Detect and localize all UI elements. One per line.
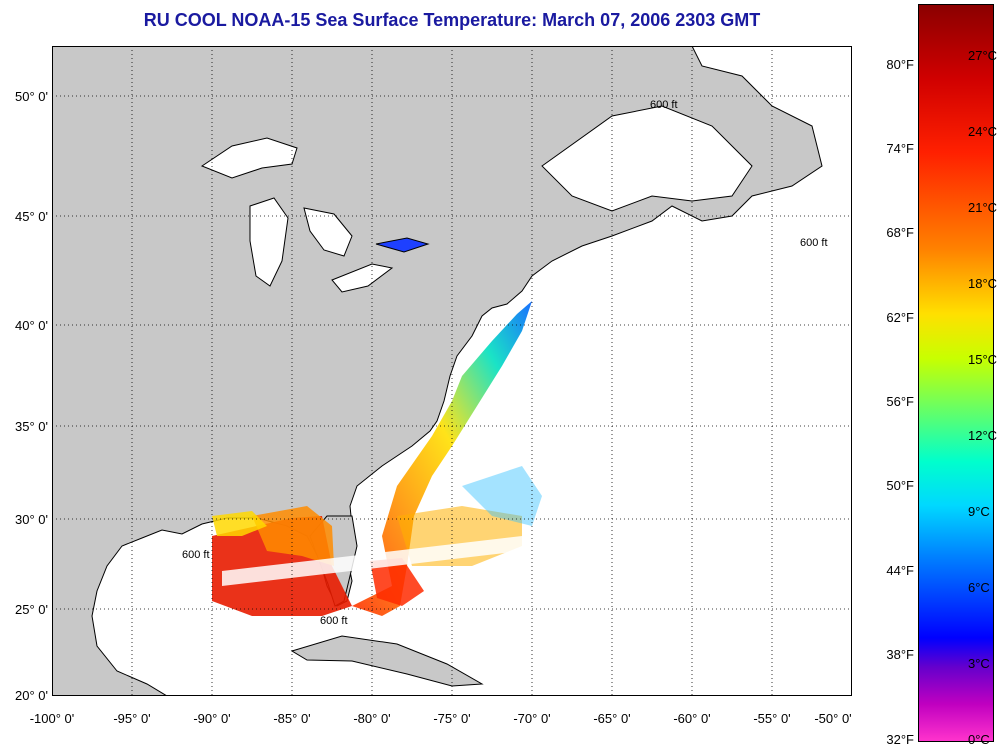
temperature-colorbar bbox=[918, 4, 994, 742]
latitude-label: 35° 0' bbox=[15, 419, 48, 434]
colorbar-celsius-label: 15°C bbox=[968, 352, 998, 367]
longitude-label: -50° 0' bbox=[814, 711, 852, 726]
lake-superior bbox=[200, 137, 298, 179]
colorbar-celsius-label: 9°C bbox=[968, 504, 990, 519]
longitude-label: -85° 0' bbox=[273, 711, 311, 726]
colorbar-fahrenheit-label: 50°F bbox=[886, 478, 914, 493]
colorbar-celsius-label: 0°C bbox=[968, 732, 990, 747]
longitude-label: -65° 0' bbox=[593, 711, 631, 726]
colorbar-celsius-label: 6°C bbox=[968, 580, 990, 595]
colorbar-celsius-label: 24°C bbox=[968, 124, 998, 139]
lake-michigan bbox=[249, 197, 289, 287]
latitude-label: 50° 0' bbox=[15, 89, 48, 104]
longitude-label: -55° 0' bbox=[753, 711, 791, 726]
swath-gap bbox=[222, 536, 522, 586]
colorbar-fahrenheit-label: 62°F bbox=[886, 310, 914, 325]
isobath-label: 600 ft bbox=[182, 549, 210, 561]
latitude-label: 40° 0' bbox=[15, 318, 48, 333]
isobath-label: 600 ft bbox=[800, 237, 828, 249]
longitude-label: -60° 0' bbox=[673, 711, 711, 726]
offshore-sst-cells-2 bbox=[462, 466, 542, 526]
colorbar-fahrenheit-label: 68°F bbox=[886, 225, 914, 240]
graticule bbox=[52, 46, 852, 696]
gulf-sst-orange bbox=[252, 506, 334, 566]
map-canvas: 600 ft 600 ft 600 ft 600 ft bbox=[52, 46, 852, 696]
latitude-label: 25° 0' bbox=[15, 602, 48, 617]
isobath-label: 600 ft bbox=[650, 99, 678, 111]
longitude-label: -80° 0' bbox=[353, 711, 391, 726]
colorbar-fahrenheit-label: 38°F bbox=[886, 647, 914, 662]
florida-straits-sst bbox=[370, 558, 424, 606]
gulf-sst-yellow bbox=[212, 511, 267, 536]
gulf-of-st-lawrence bbox=[541, 105, 753, 212]
gulf-stream-sst bbox=[352, 301, 532, 616]
longitude-label: -75° 0' bbox=[433, 711, 471, 726]
map-title: RU COOL NOAA-15 Sea Surface Temperature:… bbox=[143, 10, 761, 30]
map-border bbox=[52, 46, 852, 696]
colorbar-celsius-label: 21°C bbox=[968, 200, 998, 215]
north-america-land bbox=[52, 46, 823, 696]
colorbar-fahrenheit-label: 80°F bbox=[886, 57, 914, 72]
cuba-land bbox=[290, 635, 484, 687]
colorbar-celsius-label: 18°C bbox=[968, 276, 998, 291]
colorbar-fahrenheit-label: 44°F bbox=[886, 563, 914, 578]
colorbar-fahrenheit-label: 74°F bbox=[886, 141, 914, 156]
colorbar-celsius-label: 3°C bbox=[968, 656, 990, 671]
lake-ontario bbox=[375, 237, 430, 253]
colorbar-celsius-label: 12°C bbox=[968, 428, 998, 443]
lake-erie bbox=[331, 263, 394, 293]
longitude-label: -90° 0' bbox=[193, 711, 231, 726]
longitude-label: -100° 0' bbox=[29, 711, 75, 726]
colorbar-fahrenheit-label: 32°F bbox=[886, 732, 914, 747]
lake-huron bbox=[303, 207, 353, 257]
sst-map: 600 ft 600 ft 600 ft 600 ft bbox=[52, 46, 852, 696]
colorbar-fahrenheit-label: 56°F bbox=[886, 394, 914, 409]
colorbar-celsius-label: 27°C bbox=[968, 48, 998, 63]
latitude-label: 20° 0' bbox=[15, 688, 48, 703]
isobath-label: 600 ft bbox=[320, 615, 348, 627]
latitude-label: 45° 0' bbox=[15, 209, 48, 224]
latitude-label: 30° 0' bbox=[15, 512, 48, 527]
longitude-label: -95° 0' bbox=[113, 711, 151, 726]
longitude-label: -70° 0' bbox=[513, 711, 551, 726]
